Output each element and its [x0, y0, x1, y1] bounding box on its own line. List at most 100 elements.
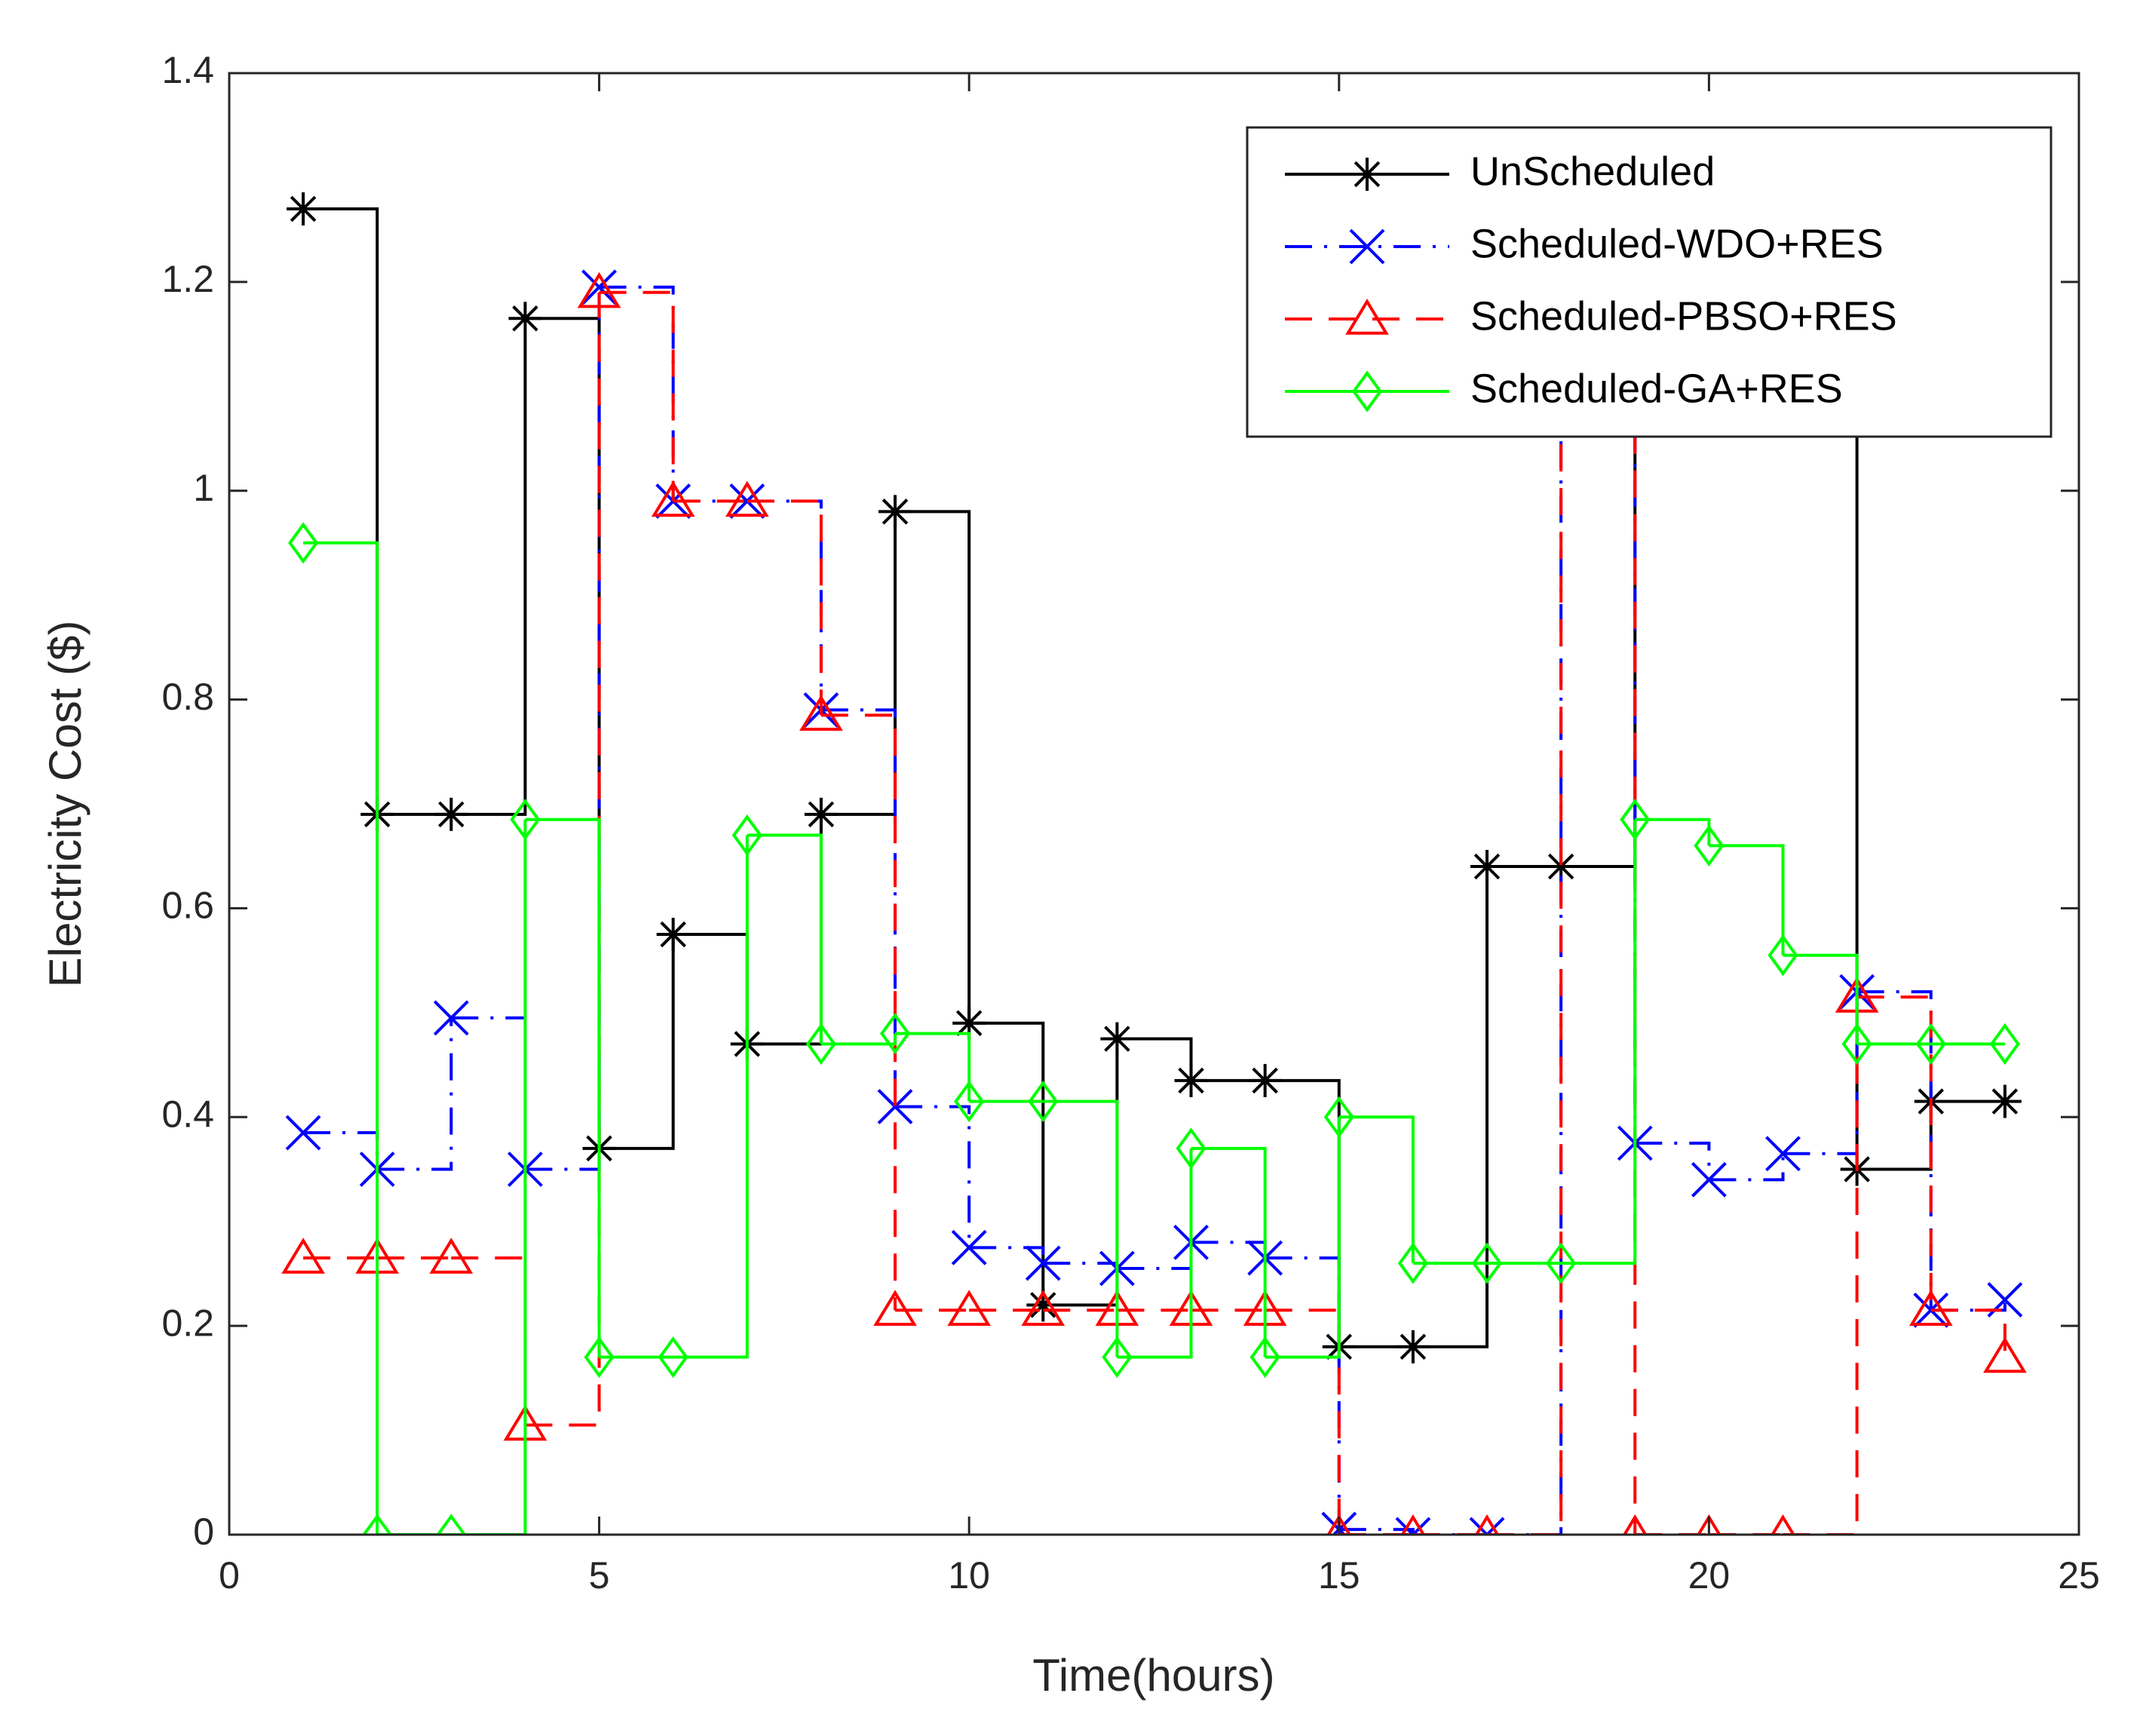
step-line: [747, 814, 823, 1046]
step-line: [525, 292, 601, 1427]
marker: [1026, 1288, 1060, 1322]
marker: [1697, 1514, 1721, 1535]
marker: [651, 480, 695, 517]
marker: [285, 1115, 321, 1151]
marker: [658, 1336, 688, 1379]
marker: [805, 1023, 837, 1065]
y-axis-label: Electricity Cost ($): [40, 621, 90, 988]
marker: [581, 269, 618, 305]
step-line: [1783, 953, 1859, 1044]
step-line: [1856, 995, 1933, 1311]
step-line: [1265, 1117, 1341, 1359]
marker: [1345, 299, 1389, 335]
marker: [1400, 1514, 1426, 1535]
step-line: [525, 287, 601, 1171]
step-line: [1043, 1038, 1119, 1307]
marker: [1694, 824, 1725, 866]
step-line: [1487, 281, 1563, 1535]
marker: [1351, 370, 1383, 413]
y-tick-label: 0.6: [161, 885, 214, 927]
marker: [799, 695, 843, 732]
step-line: [599, 934, 675, 1150]
marker: [436, 1514, 467, 1535]
marker: [1396, 1330, 1430, 1363]
marker: [1176, 1127, 1206, 1170]
step-line: [1191, 1241, 1267, 1259]
step-line: [673, 835, 749, 1359]
step-line: [820, 713, 897, 1311]
step-line: [1265, 1256, 1341, 1530]
marker: [429, 1238, 474, 1274]
step-line: [1117, 1148, 1193, 1359]
step-line: [895, 1032, 971, 1102]
step-line: [820, 511, 897, 816]
x-axis-label: Time(hours): [1032, 1650, 1274, 1701]
marker: [873, 1290, 917, 1327]
marker: [877, 1089, 913, 1124]
step-line: [1635, 1141, 1711, 1180]
step-line: [969, 1246, 1045, 1264]
marker: [1622, 1514, 1648, 1535]
legend: UnScheduled Scheduled-WDO+RES Scheduled-PB…: [1246, 126, 2053, 438]
marker: [731, 814, 762, 857]
marker: [1323, 1096, 1354, 1138]
marker: [1326, 1514, 1352, 1535]
marker: [880, 1012, 911, 1055]
marker: [1174, 1063, 1208, 1097]
marker: [1397, 1242, 1428, 1284]
step-line: [1930, 1308, 2007, 1357]
step-line: [1412, 866, 1489, 1348]
marker: [1395, 1517, 1431, 1535]
step-line: [1487, 281, 1563, 1535]
marker: [1471, 1242, 1503, 1284]
x-tick-label: 0: [219, 1554, 240, 1596]
marker: [1025, 1245, 1061, 1281]
marker: [1021, 1290, 1065, 1327]
marker: [287, 192, 320, 225]
step-line: [969, 1021, 1045, 1305]
step-line: [451, 819, 527, 1535]
step-line: [1561, 819, 1637, 1265]
step-line: [1709, 1153, 1785, 1182]
marker: [1765, 1136, 1801, 1172]
marker: [804, 797, 838, 831]
step-line: [1043, 1100, 1119, 1357]
y-tick-label: 0.2: [161, 1302, 214, 1344]
marker: [1915, 1023, 1946, 1065]
step-line: [303, 541, 379, 1535]
step-line: [1709, 844, 1785, 955]
step-line: [451, 318, 527, 816]
step-line: [1117, 1037, 1193, 1081]
marker: [1248, 1063, 1282, 1097]
step-line: [1191, 1146, 1267, 1357]
step-line: [303, 207, 379, 814]
marker: [878, 495, 912, 529]
marker: [434, 797, 468, 831]
marker: [1100, 1022, 1134, 1056]
step-line: [1635, 817, 1711, 846]
step-line: [747, 499, 823, 716]
marker: [1983, 1336, 2027, 1373]
marker: [433, 1000, 469, 1036]
step-line: [599, 285, 675, 501]
step-line: [599, 290, 675, 501]
marker: [1350, 158, 1384, 191]
series: [288, 522, 2020, 1535]
step-line: [673, 933, 749, 1044]
marker: [1989, 1023, 2020, 1065]
marker: [1841, 1023, 1872, 1065]
marker: [1620, 799, 1651, 841]
marker: [1249, 1336, 1280, 1379]
marker: [510, 799, 541, 841]
marker: [584, 1336, 615, 1379]
step-line: [747, 499, 823, 710]
marker: [725, 480, 769, 517]
step-line: [1783, 997, 1859, 1535]
y-tick-label: 0.4: [161, 1093, 214, 1135]
axes-box: [228, 72, 2080, 1536]
marker: [1544, 850, 1578, 884]
step-line: [377, 1017, 453, 1171]
marker: [952, 1006, 986, 1040]
marker: [1546, 1242, 1577, 1284]
